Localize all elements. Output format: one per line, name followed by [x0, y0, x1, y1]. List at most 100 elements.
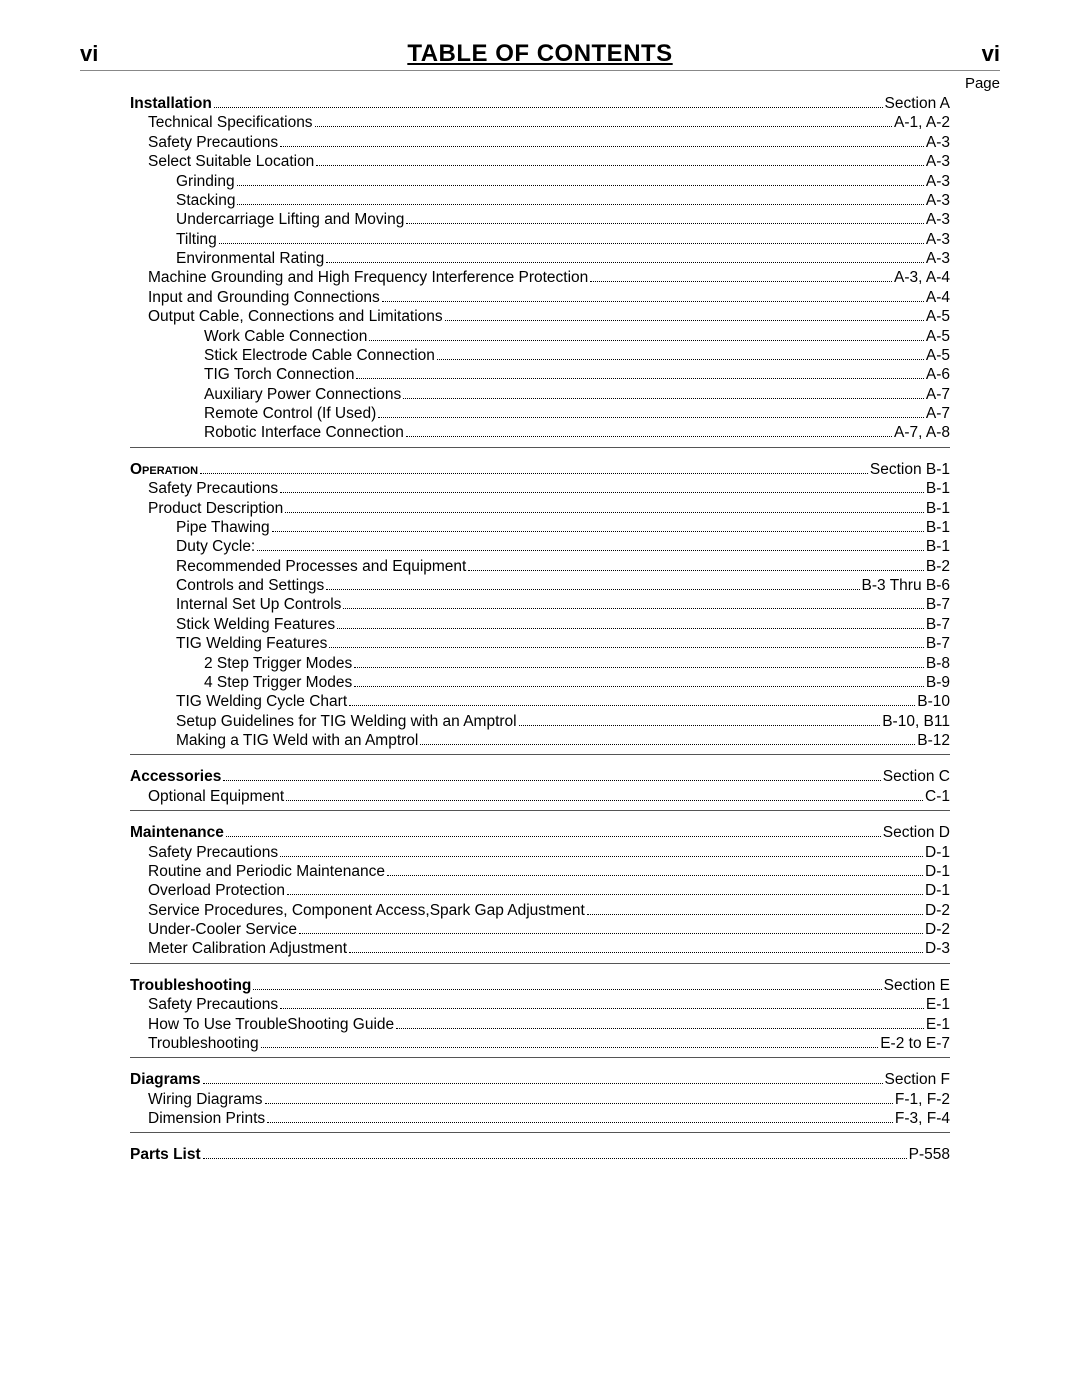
toc-entry-label: Safety Precautions	[148, 995, 278, 1014]
toc-entry-label: Troubleshooting	[130, 976, 251, 995]
toc-row: Machine Grounding and High Frequency Int…	[130, 268, 950, 287]
toc-leader-dots	[378, 417, 924, 418]
toc-entry-page: B-7	[926, 634, 950, 653]
page-column-label: Page	[80, 75, 1000, 92]
toc-entry-label: Dimension Prints	[148, 1109, 265, 1128]
toc-section: OperationSection B-1Safety PrecautionsB-…	[130, 460, 950, 756]
toc-entry-label: Setup Guidelines for TIG Welding with an…	[176, 712, 517, 731]
toc-entry-label: Meter Calibration Adjustment	[148, 939, 347, 958]
toc-row: Wiring DiagramsF-1, F-2	[130, 1090, 950, 1109]
toc-entry-label: 4 Step Trigger Modes	[204, 673, 352, 692]
toc-entry-label: Making a TIG Weld with an Amptrol	[176, 731, 418, 750]
toc-row: How To Use TroubleShooting GuideE-1	[130, 1015, 950, 1034]
toc-row: Parts ListP-558	[130, 1145, 950, 1164]
toc-row: Stick Welding FeaturesB-7	[130, 615, 950, 634]
toc-entry-page: D-2	[925, 920, 950, 939]
toc-leader-dots	[590, 281, 892, 282]
toc-entry-label: Technical Specifications	[148, 113, 313, 132]
toc-row: TroubleshootingSection E	[130, 976, 950, 995]
toc-leader-dots	[237, 185, 924, 186]
toc-section: Maintenance Section D Safety Precautions D-…	[130, 823, 950, 964]
toc-row: TIG Welding FeaturesB-7	[130, 634, 950, 653]
toc-leader-dots	[214, 107, 883, 108]
toc-leader-dots	[382, 301, 924, 302]
toc-row: Dimension Prints F-3, F-4	[130, 1109, 950, 1128]
toc-entry-page: B-8	[926, 654, 950, 673]
toc-entry-page: B-7	[926, 595, 950, 614]
toc-entry-page: D-2	[925, 901, 950, 920]
toc-row: Robotic Interface Connection A-7, A-8	[130, 423, 950, 442]
toc-row: Service Procedures, Component Access,Spa…	[130, 901, 950, 920]
toc-entry-page: B-3 Thru B-6	[862, 576, 950, 595]
toc-leader-dots	[203, 1083, 883, 1084]
toc-leader-dots	[343, 608, 923, 609]
toc-leader-dots	[326, 589, 859, 590]
toc-entry-label: Robotic Interface Connection	[204, 423, 404, 442]
toc-leader-dots	[257, 550, 924, 551]
toc-row: TIG Torch ConnectionA-6	[130, 365, 950, 384]
toc-row: Auxiliary Power Connections A-7	[130, 385, 950, 404]
toc-entry-label: Service Procedures, Component Access,Spa…	[148, 901, 585, 920]
toc-section: TroubleshootingSection ESafety Precautio…	[130, 976, 950, 1059]
toc-leader-dots	[285, 512, 924, 513]
toc-row: GrindingA-3	[130, 172, 950, 191]
toc-entry-page: A-3	[926, 210, 950, 229]
toc-leader-dots	[286, 800, 923, 801]
toc-entry-label: Pipe Thawing	[176, 518, 270, 537]
toc-leader-dots	[203, 1158, 907, 1159]
toc-entry-page: D-1	[925, 881, 950, 900]
toc-entry-label: Overload Protection	[148, 881, 285, 900]
toc-row: Setup Guidelines for TIG Welding with an…	[130, 712, 950, 731]
toc-entry-page: B-1	[926, 537, 950, 556]
toc-row: 4 Step Trigger ModesB-9	[130, 673, 950, 692]
toc-entry-page: A-7	[926, 385, 950, 404]
toc-row: Work Cable ConnectionA-5	[130, 327, 950, 346]
toc-entry-page: Section D	[883, 823, 950, 842]
toc-leader-dots	[349, 705, 915, 706]
toc-row: Safety PrecautionsA-3	[130, 133, 950, 152]
toc-entry-label: Recommended Processes and Equipment	[176, 557, 466, 576]
toc-leader-dots	[237, 204, 923, 205]
toc-entry-label: Stick Welding Features	[176, 615, 335, 634]
toc-section: AccessoriesSection COptional EquipmentC-…	[130, 767, 950, 811]
toc-leader-dots	[387, 875, 923, 876]
toc-leader-dots	[406, 223, 924, 224]
toc-entry-page: A-3	[926, 191, 950, 210]
toc-leader-dots	[369, 340, 923, 341]
toc-entry-label: Under-Cooler Service	[148, 920, 297, 939]
toc-entry-page: P-558	[909, 1145, 950, 1164]
toc-entry-page: F-3, F-4	[895, 1109, 950, 1128]
toc-entry-label: Input and Grounding Connections	[148, 288, 380, 307]
toc-entry-page: A-3, A-4	[894, 268, 950, 287]
toc-leader-dots	[445, 320, 924, 321]
toc-row: AccessoriesSection C	[130, 767, 950, 786]
toc-leader-dots	[265, 1103, 893, 1104]
toc-entry-page: A-5	[926, 307, 950, 326]
toc-row: Safety PrecautionsE-1	[130, 995, 950, 1014]
toc-row: OperationSection B-1	[130, 460, 950, 479]
toc-entry-page: B-1	[926, 518, 950, 537]
toc-row: Environmental RatingA-3	[130, 249, 950, 268]
toc-entry-label: Accessories	[130, 767, 221, 786]
toc-entry-page: B-2	[926, 557, 950, 576]
toc-row: Duty Cycle:B-1	[130, 537, 950, 556]
toc-entry-label: Safety Precautions	[148, 843, 278, 862]
toc-entry-page: Section A	[885, 94, 951, 113]
toc-row: Remote Control (If Used)A-7	[130, 404, 950, 423]
toc-entry-page: B-10	[917, 692, 950, 711]
toc-leader-dots	[396, 1028, 924, 1029]
toc-entry-label: Internal Set Up Controls	[176, 595, 341, 614]
toc-entry-label: Maintenance	[130, 823, 224, 842]
toc-leader-dots	[406, 436, 892, 437]
toc-entry-page: Section F	[885, 1070, 950, 1089]
toc-row: Undercarriage Lifting and MovingA-3	[130, 210, 950, 229]
toc-leader-dots	[223, 780, 880, 781]
toc-leader-dots	[253, 989, 881, 990]
toc-entry-page: A-7, A-8	[894, 423, 950, 442]
toc-entry-label: Auxiliary Power Connections	[204, 385, 401, 404]
toc-leader-dots	[299, 933, 923, 934]
header-row: vi TABLE OF CONTENTS vi	[80, 40, 1000, 71]
toc-leader-dots	[272, 531, 924, 532]
toc-entry-page: Section B-1	[870, 460, 950, 479]
toc-leader-dots	[354, 667, 924, 668]
